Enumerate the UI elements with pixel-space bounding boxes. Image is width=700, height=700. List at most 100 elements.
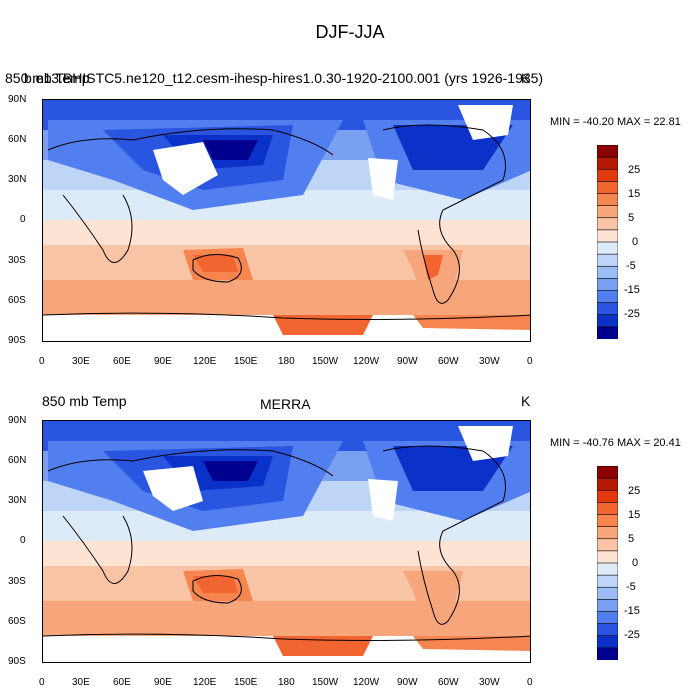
colorbar-swatch <box>596 574 619 588</box>
lon-tick-label: 0 <box>527 356 533 367</box>
colorbar-swatch <box>596 181 619 195</box>
colorbar-swatch <box>596 290 619 304</box>
lon-tick-label: 120E <box>193 356 217 367</box>
colorbar-swatch <box>596 562 619 576</box>
lon-tick-label: 90W <box>397 677 418 688</box>
lon-tick-label: 60W <box>438 677 459 688</box>
colorbar-label: -5 <box>626 581 636 593</box>
colorbar-swatch <box>596 193 619 207</box>
lat-tick-label: 90S <box>8 335 26 346</box>
lon-tick-label: 0 <box>39 677 45 688</box>
colorbar-label: 5 <box>628 212 635 224</box>
lon-tick-label: 150W <box>312 356 339 367</box>
lon-tick-label: 30E <box>72 677 90 688</box>
colorbar-label: -15 <box>624 605 640 617</box>
lat-tick-label: 90S <box>8 656 26 667</box>
colorbar-swatch <box>596 156 619 170</box>
colorbar-swatch <box>596 326 619 340</box>
colorbar-swatch <box>596 514 619 528</box>
colorbar-swatch <box>596 550 619 564</box>
lon-tick-label: 150W <box>312 677 339 688</box>
colorbar-swatch <box>596 599 619 613</box>
figure-title: DJF-JJA <box>315 22 385 42</box>
colorbar-swatch <box>596 502 619 516</box>
colorbar-swatch <box>596 144 619 158</box>
lon-tick-label: 30W <box>479 677 500 688</box>
lon-tick-label: 180 <box>278 677 295 688</box>
colorbar-swatch <box>596 465 619 479</box>
lon-tick-label: 150E <box>234 356 258 367</box>
colorbar-swatch <box>596 647 619 661</box>
map-plot <box>42 420 531 663</box>
lat-tick-label: 60N <box>8 455 27 466</box>
colorbar-swatch <box>596 489 619 503</box>
colorbar-swatches <box>596 144 619 340</box>
colorbar-swatch <box>596 229 619 243</box>
colorbar-label: -25 <box>624 629 640 641</box>
colorbar-label: 15 <box>628 188 641 200</box>
lon-tick-label: 0 <box>527 677 533 688</box>
lon-tick-label: 150E <box>234 677 258 688</box>
panel-center-title: b.e13.BHISTC5.ne120_t12.cesm-ihesp-hires… <box>24 70 544 86</box>
lon-tick-label: 90E <box>154 677 172 688</box>
colorbar-swatch <box>596 205 619 219</box>
colorbar-label: -15 <box>624 284 640 296</box>
colorbar-swatch <box>596 586 619 600</box>
map-plot <box>42 99 531 342</box>
lon-tick-label: 90E <box>154 356 172 367</box>
lon-tick-label: 60W <box>438 356 459 367</box>
colorbar-swatch <box>596 538 619 552</box>
colorbar-swatch <box>596 168 619 182</box>
lat-tick-label: 60S <box>8 295 26 306</box>
lat-tick-label: 30S <box>8 255 26 266</box>
colorbar-label: 15 <box>628 509 641 521</box>
colorbar-swatch <box>596 611 619 625</box>
colorbar-label: 5 <box>628 533 635 545</box>
colorbar-swatch <box>596 278 619 292</box>
lat-tick-label: 0 <box>20 535 26 546</box>
colorbar-label: -25 <box>624 308 640 320</box>
lon-tick-label: 0 <box>39 356 45 367</box>
colorbar-swatch <box>596 314 619 328</box>
lon-tick-label: 90W <box>397 356 418 367</box>
min-max-text: MIN = -40.20 MAX = 22.81 <box>550 116 681 128</box>
panel-center-title: MERRA <box>260 396 311 412</box>
colorbar-swatches <box>596 465 619 661</box>
lat-tick-label: 30N <box>8 495 27 506</box>
colorbar-swatch <box>596 635 619 649</box>
colorbar-label: -5 <box>626 260 636 272</box>
lat-tick-label: 30S <box>8 576 26 587</box>
colorbar-swatch <box>596 265 619 279</box>
lat-tick-label: 30N <box>8 174 27 185</box>
colorbar-swatch <box>596 241 619 255</box>
colorbar <box>596 144 619 340</box>
panel-units: K <box>521 393 531 409</box>
lon-tick-label: 120W <box>353 356 380 367</box>
lon-tick-label: 120W <box>353 677 380 688</box>
lon-tick-label: 60E <box>113 677 131 688</box>
colorbar-label: 0 <box>632 557 639 569</box>
colorbar-swatch <box>596 623 619 637</box>
colorbar-label: 25 <box>628 485 641 497</box>
lat-tick-label: 60N <box>8 134 27 145</box>
colorbar-swatch <box>596 253 619 267</box>
colorbar <box>596 465 619 661</box>
colorbar-label: 25 <box>628 164 641 176</box>
lon-tick-label: 30E <box>72 356 90 367</box>
panel-units: K <box>521 70 531 86</box>
colorbar-swatch <box>596 302 619 316</box>
colorbar-label: 0 <box>632 236 639 248</box>
map-field <box>43 100 530 341</box>
lat-tick-label: 90N <box>8 415 27 426</box>
panel-left-title: 850 mb Temp <box>42 393 127 409</box>
lat-tick-label: 90N <box>8 94 27 105</box>
lat-tick-label: 60S <box>8 616 26 627</box>
map-field <box>43 421 530 662</box>
colorbar-swatch <box>596 477 619 491</box>
lon-tick-label: 30W <box>479 356 500 367</box>
colorbar-swatch <box>596 217 619 231</box>
panel-left-title: 850 mb Temp <box>5 70 90 86</box>
lon-tick-label: 180 <box>278 356 295 367</box>
lon-tick-label: 60E <box>113 356 131 367</box>
lat-tick-label: 0 <box>20 214 26 225</box>
